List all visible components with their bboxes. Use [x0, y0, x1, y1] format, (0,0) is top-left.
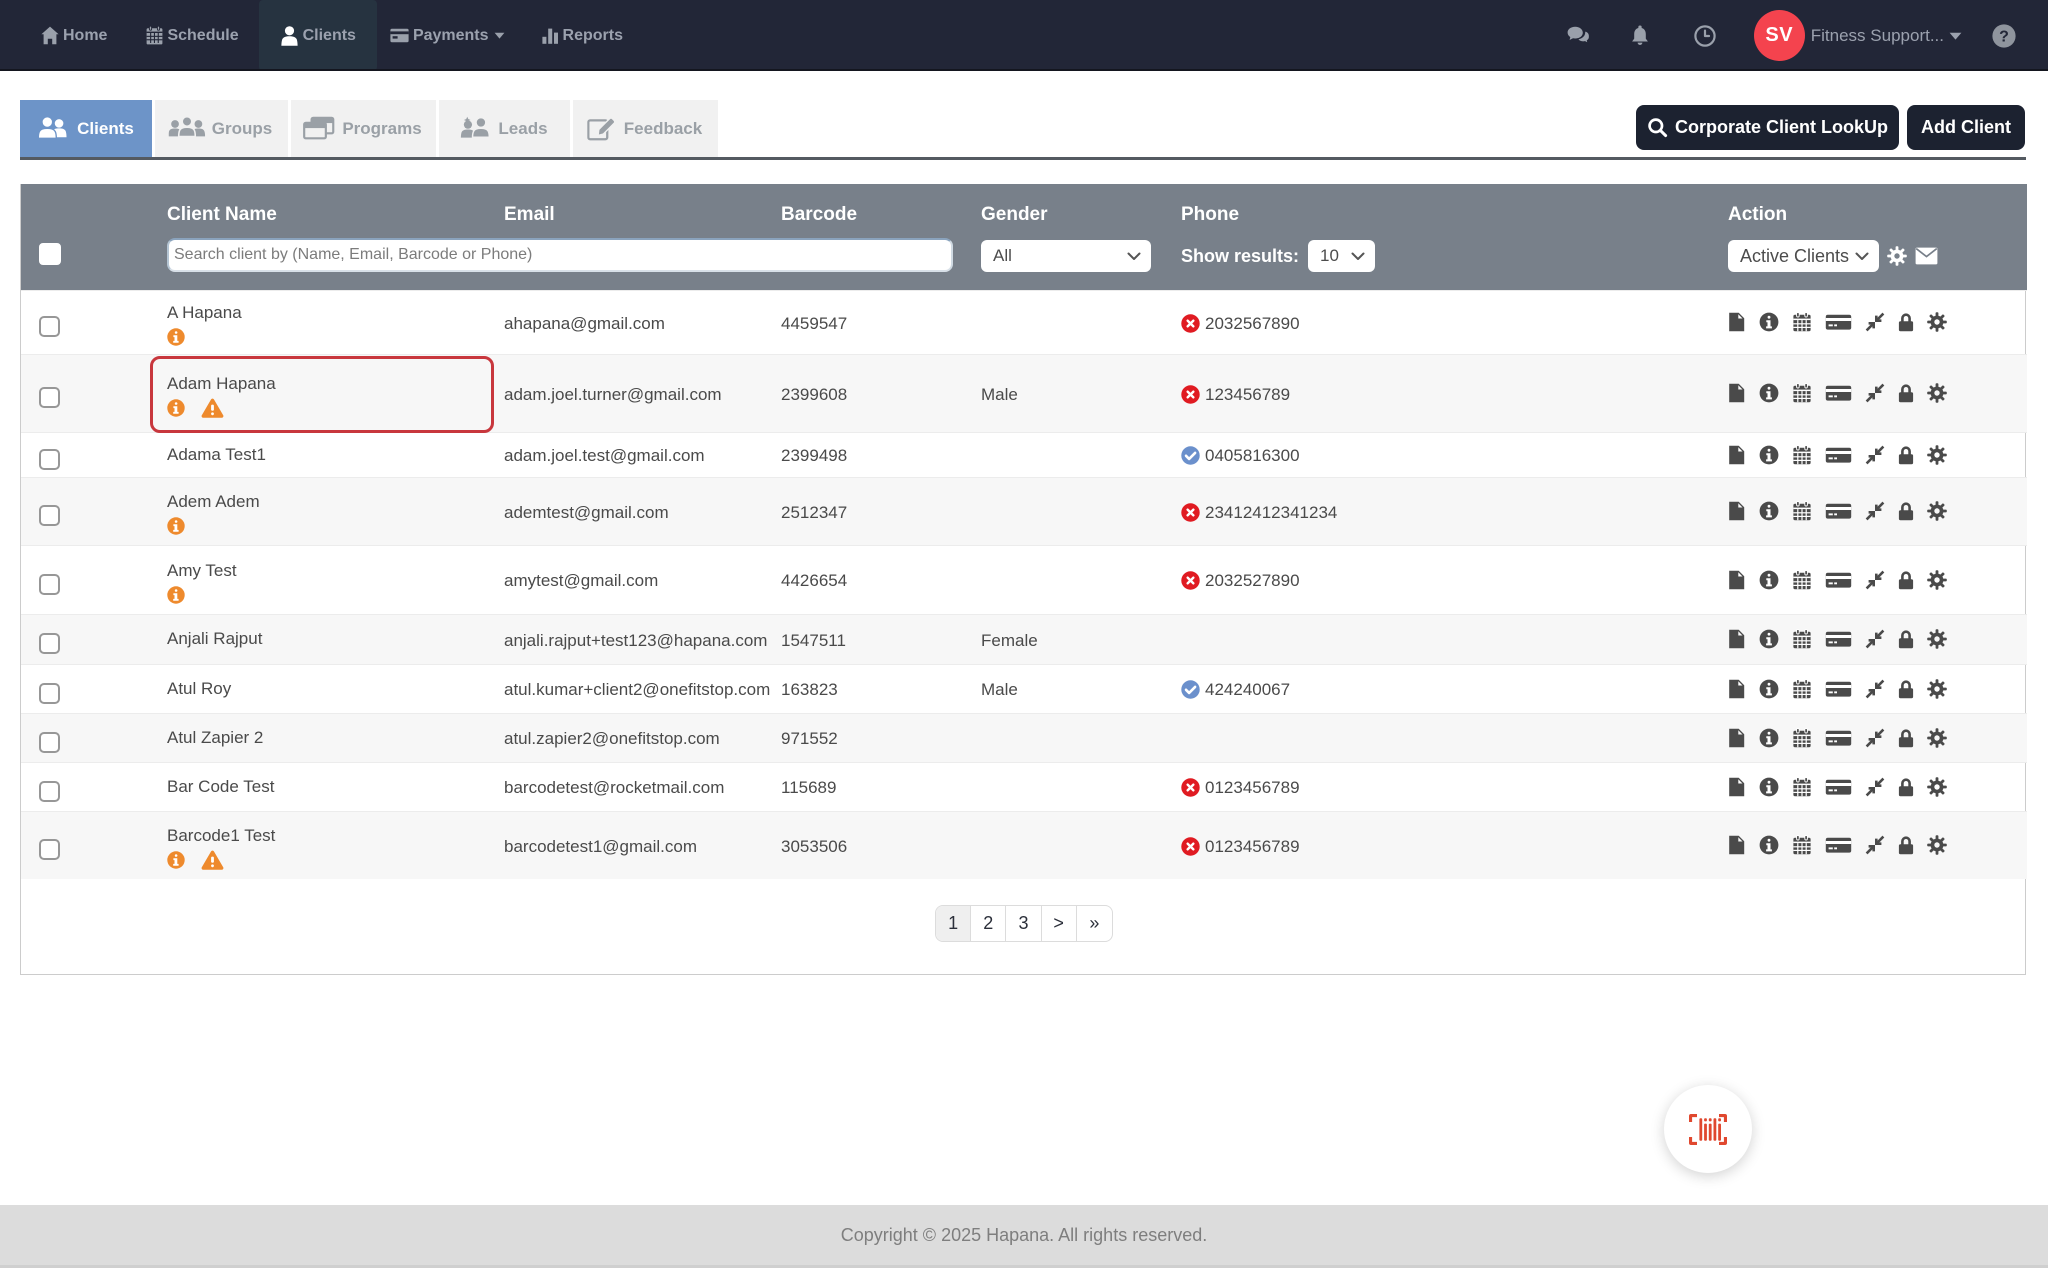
svg-text:?: ?: [1999, 28, 2009, 45]
